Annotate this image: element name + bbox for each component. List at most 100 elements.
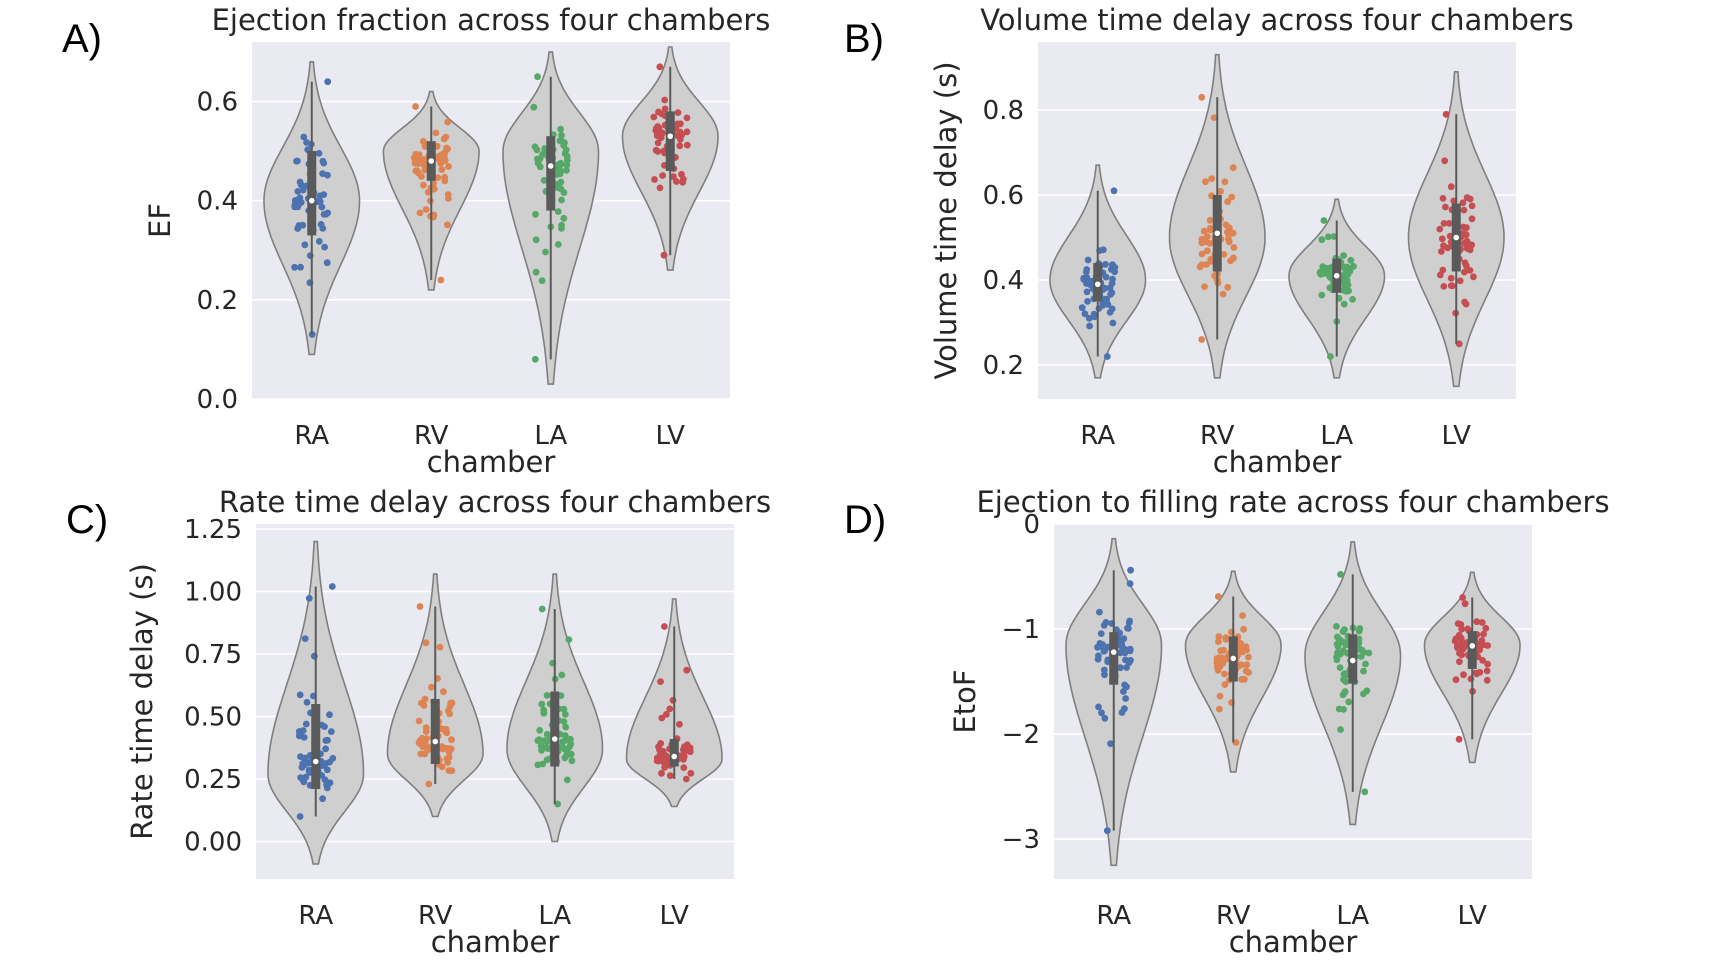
data-point-rv	[420, 156, 428, 163]
data-point-ra	[294, 157, 301, 165]
data-point-rv	[410, 154, 418, 162]
data-point-rv	[1245, 669, 1252, 676]
data-point-ra	[319, 225, 327, 232]
data-point-ra	[319, 795, 326, 803]
data-point-ra	[329, 754, 337, 762]
data-point-lv	[1447, 183, 1455, 191]
y-tick-label: 0.0	[197, 385, 238, 415]
data-point-la	[1360, 690, 1367, 698]
median-marker	[312, 758, 319, 765]
data-point-la	[560, 705, 568, 713]
data-point-lv	[1483, 667, 1491, 675]
data-point-lv	[1442, 110, 1450, 118]
x-tick-label: LA	[534, 421, 567, 451]
data-point-lv	[664, 755, 672, 762]
data-point-ra	[294, 188, 302, 195]
data-point-rv	[1243, 661, 1251, 669]
data-point-ra	[1086, 322, 1093, 330]
data-point-la	[1333, 640, 1341, 648]
data-point-rv	[1237, 661, 1245, 669]
data-point-rv	[1226, 230, 1234, 238]
data-point-lv	[1483, 676, 1491, 684]
data-point-ra	[1084, 298, 1091, 305]
data-point-la	[532, 268, 540, 276]
data-point-rv	[1216, 692, 1224, 700]
data-point-lv	[1460, 206, 1468, 214]
x-tick-label: RA	[298, 901, 333, 931]
data-point-rv	[416, 209, 424, 217]
data-point-la	[537, 742, 545, 750]
panel-letter: B)	[844, 17, 884, 61]
data-point-la	[558, 225, 565, 232]
data-point-la	[530, 103, 538, 111]
data-point-rv	[434, 174, 442, 182]
data-point-la	[543, 730, 551, 738]
data-point-ra	[299, 186, 307, 194]
data-point-lv	[683, 666, 691, 674]
data-point-la	[1360, 667, 1367, 675]
data-point-ra	[1122, 695, 1129, 702]
data-point-lv	[1438, 235, 1446, 243]
median-marker	[1349, 657, 1356, 664]
data-point-rv	[1221, 670, 1228, 678]
data-point-ra	[1099, 246, 1107, 254]
data-point-la	[1317, 268, 1325, 276]
data-point-la	[1325, 233, 1332, 241]
y-tick-label: 0.50	[184, 703, 242, 733]
data-point-lv	[653, 132, 661, 140]
data-point-lv	[1484, 660, 1491, 668]
data-point-la	[562, 723, 570, 731]
data-point-rv	[1210, 114, 1218, 121]
data-point-lv	[1438, 248, 1445, 255]
data-point-ra	[328, 583, 336, 590]
data-point-lv	[661, 764, 668, 771]
data-point-ra	[1100, 666, 1108, 674]
data-point-la	[1341, 688, 1349, 695]
y-tick-label: 0.4	[197, 187, 238, 217]
panel-letter: D)	[844, 498, 886, 542]
data-point-lv	[683, 141, 691, 149]
data-point-la	[1350, 262, 1357, 270]
data-point-ra	[1095, 703, 1102, 711]
x-tick-label: RA	[1096, 901, 1131, 931]
data-point-ra	[1121, 681, 1128, 689]
data-point-lv	[1442, 203, 1449, 211]
data-point-lv	[1460, 671, 1467, 679]
panel-d: −3 −2 −1 0 RA RV LA LV Ejection to filling rate …	[844, 485, 1610, 959]
data-point-la	[538, 277, 546, 285]
data-point-la	[1360, 649, 1368, 656]
y-tick-label: 0	[1023, 510, 1040, 540]
y-tick-label: 0.4	[983, 266, 1024, 296]
data-point-la	[531, 355, 539, 363]
data-point-lv	[659, 129, 666, 137]
data-point-ra	[1083, 288, 1091, 296]
data-point-lv	[1454, 620, 1462, 627]
data-point-la	[557, 125, 564, 133]
data-point-rv	[448, 736, 455, 744]
data-point-la	[541, 737, 548, 744]
data-point-lv	[1439, 195, 1447, 202]
chart-title: Ejection fraction across four chambers	[212, 3, 771, 37]
data-point-rv	[441, 173, 449, 181]
data-point-lv	[1456, 658, 1463, 666]
data-point-lv	[681, 743, 688, 751]
data-point-rv	[437, 276, 445, 284]
chart-title: Volume time delay across four chambers	[980, 3, 1574, 37]
data-point-rv	[422, 639, 430, 647]
data-point-lv	[666, 705, 674, 713]
data-point-rv	[1204, 247, 1211, 255]
data-point-la	[534, 73, 541, 81]
data-point-rv	[1222, 655, 1230, 663]
data-point-lv	[666, 772, 674, 780]
x-axis-label: chamber	[1213, 445, 1342, 479]
data-point-lv	[1445, 220, 1453, 227]
x-tick-label: LA	[1336, 901, 1369, 931]
data-point-rv	[421, 695, 429, 703]
data-point-rv	[1221, 681, 1229, 688]
data-point-rv	[415, 717, 423, 725]
data-point-rv	[1229, 164, 1237, 172]
data-point-rv	[422, 728, 430, 735]
data-point-rv	[1224, 283, 1232, 291]
data-point-ra	[1106, 309, 1114, 316]
data-point-la	[1340, 670, 1348, 678]
